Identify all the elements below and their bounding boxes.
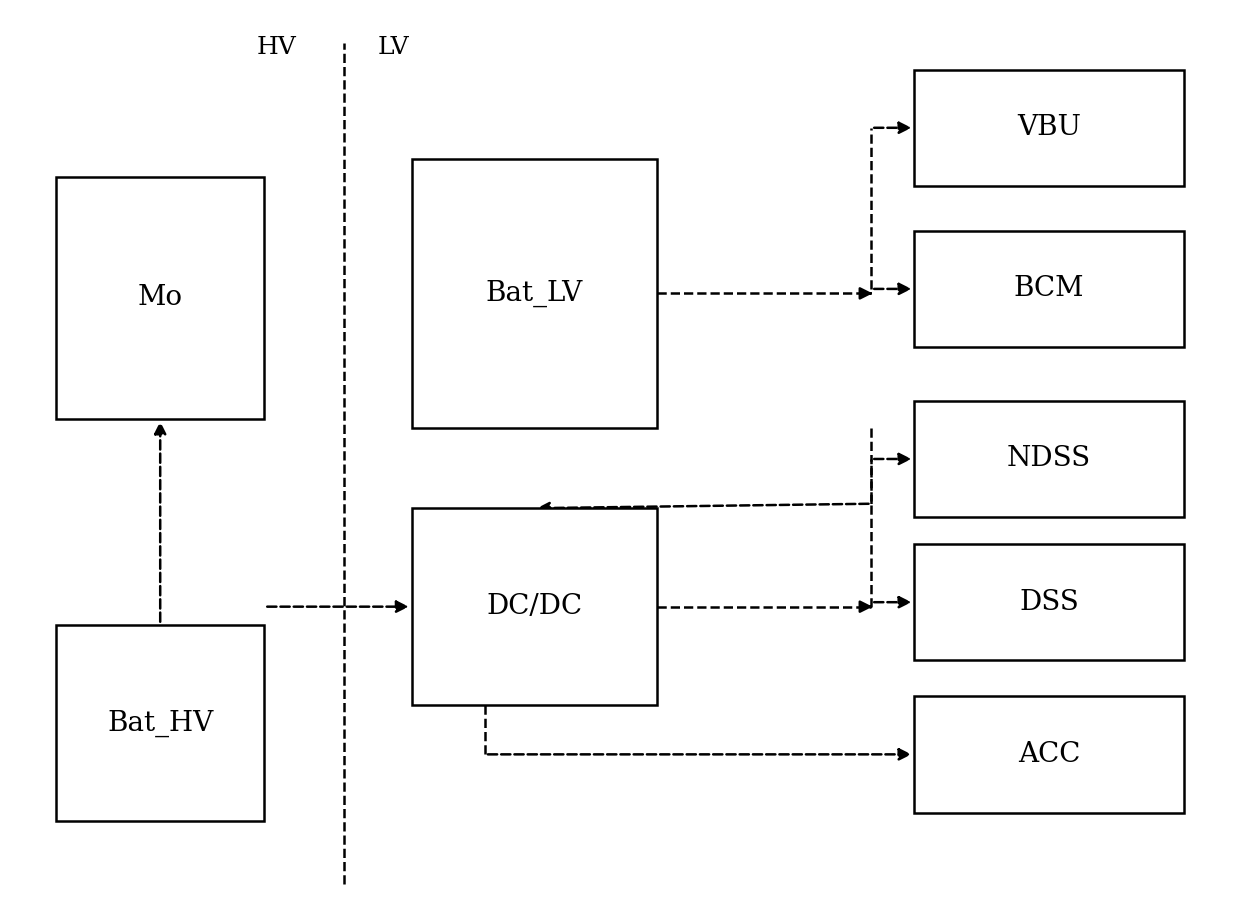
Text: Bat_LV: Bat_LV [486,280,583,307]
FancyBboxPatch shape [914,401,1184,517]
Text: NDSS: NDSS [1007,445,1091,473]
Text: HV: HV [257,35,296,59]
Text: DSS: DSS [1019,589,1079,615]
FancyBboxPatch shape [56,624,264,822]
FancyBboxPatch shape [56,177,264,419]
Text: Bat_HV: Bat_HV [107,709,213,736]
Text: LV: LV [377,35,409,59]
Text: BCM: BCM [1014,275,1085,303]
FancyBboxPatch shape [412,159,657,427]
Text: Mo: Mo [138,285,182,312]
FancyBboxPatch shape [914,70,1184,186]
Text: DC/DC: DC/DC [486,594,583,620]
FancyBboxPatch shape [914,696,1184,813]
Text: VBU: VBU [1017,115,1081,141]
FancyBboxPatch shape [412,508,657,705]
FancyBboxPatch shape [914,231,1184,347]
Text: ACC: ACC [1018,741,1080,768]
FancyBboxPatch shape [914,544,1184,660]
